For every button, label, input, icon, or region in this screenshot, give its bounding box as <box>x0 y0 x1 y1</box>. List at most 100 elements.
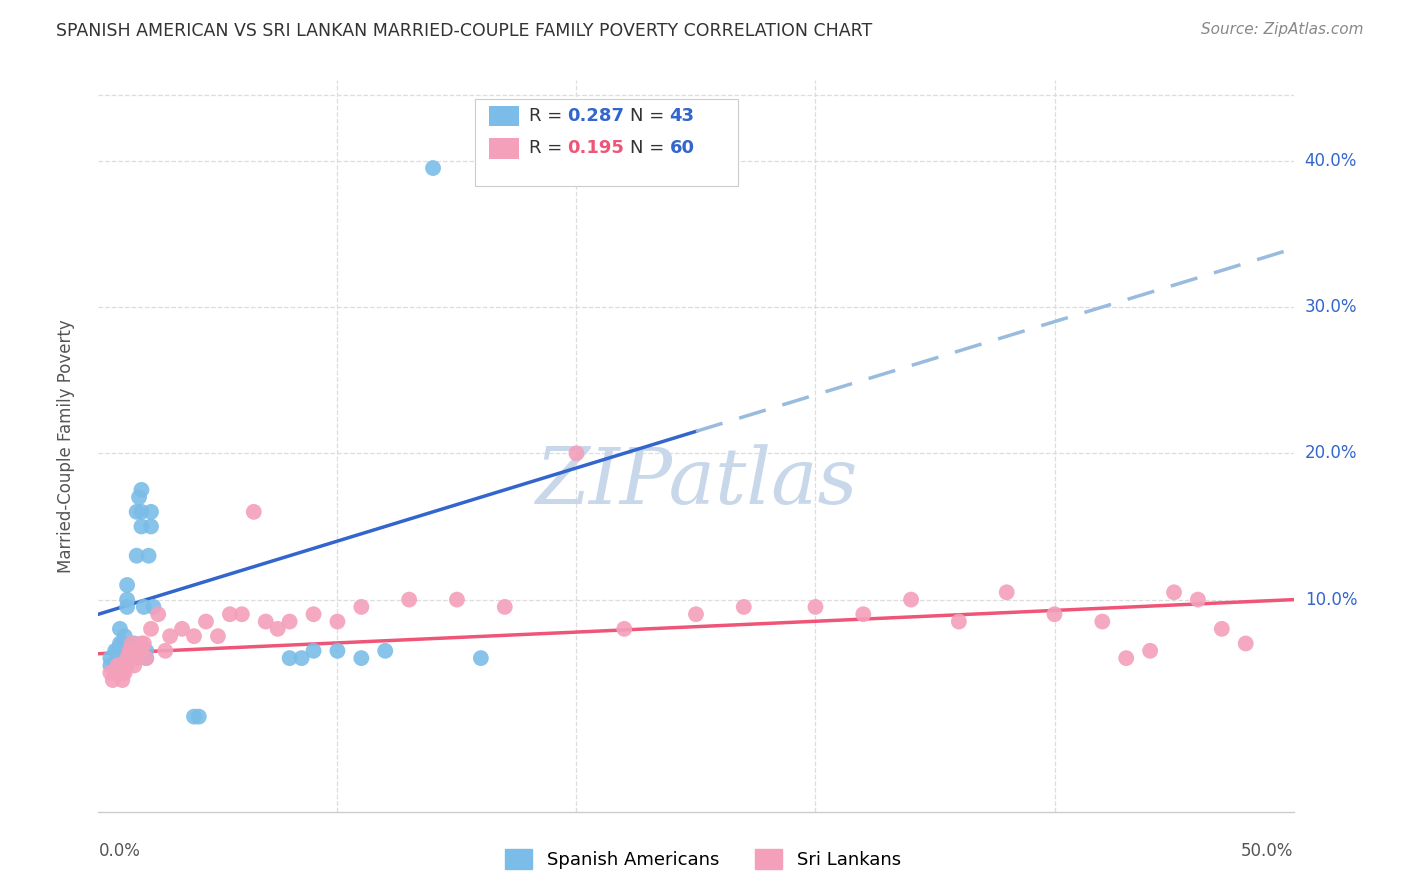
Point <box>948 615 970 629</box>
Point <box>131 644 153 658</box>
Point <box>374 644 396 658</box>
Point <box>422 161 444 175</box>
Point <box>124 644 146 658</box>
Text: Source: ZipAtlas.com: Source: ZipAtlas.com <box>1201 22 1364 37</box>
Point <box>142 599 165 614</box>
Point <box>155 644 177 658</box>
Text: N =: N = <box>630 139 671 157</box>
Point <box>121 636 143 650</box>
Point <box>125 651 148 665</box>
Point <box>231 607 253 622</box>
Point <box>350 651 373 665</box>
Point <box>804 599 827 614</box>
Text: R =: R = <box>529 107 568 125</box>
Text: 0.0%: 0.0% <box>98 842 141 860</box>
Point <box>1091 615 1114 629</box>
Point <box>302 644 325 658</box>
Bar <box>489 106 519 127</box>
Point <box>104 644 127 658</box>
Point <box>114 665 136 680</box>
Text: ZIPatlas: ZIPatlas <box>534 444 858 521</box>
Point <box>1139 644 1161 658</box>
Point <box>350 599 373 614</box>
Text: 10.0%: 10.0% <box>1305 591 1357 608</box>
Point <box>104 665 127 680</box>
Text: R =: R = <box>529 139 568 157</box>
Point <box>118 651 141 665</box>
Text: SPANISH AMERICAN VS SRI LANKAN MARRIED-COUPLE FAMILY POVERTY CORRELATION CHART: SPANISH AMERICAN VS SRI LANKAN MARRIED-C… <box>56 22 873 40</box>
Point <box>125 549 148 563</box>
Point <box>111 636 134 650</box>
Point <box>326 615 349 629</box>
Point <box>107 658 129 673</box>
Point <box>446 592 468 607</box>
Point <box>148 607 170 622</box>
Point <box>101 673 124 687</box>
Point <box>124 658 146 673</box>
Point <box>115 599 138 614</box>
Point <box>183 629 205 643</box>
Point <box>995 585 1018 599</box>
Point <box>172 622 194 636</box>
Point <box>114 658 136 673</box>
Point <box>159 629 181 643</box>
Point <box>139 505 162 519</box>
Point <box>108 622 131 636</box>
FancyBboxPatch shape <box>475 99 738 186</box>
Text: 50.0%: 50.0% <box>1241 842 1294 860</box>
Text: 20.0%: 20.0% <box>1305 444 1357 462</box>
Point <box>121 644 143 658</box>
Text: 0.195: 0.195 <box>567 139 624 157</box>
Point <box>1211 622 1233 636</box>
Point <box>107 651 129 665</box>
Point <box>243 505 266 519</box>
Point <box>131 636 153 650</box>
Point <box>139 622 162 636</box>
Point <box>108 636 131 650</box>
Text: 30.0%: 30.0% <box>1305 298 1357 316</box>
Point <box>128 644 150 658</box>
Point <box>565 446 588 460</box>
Point <box>121 644 143 658</box>
Point <box>900 592 922 607</box>
Point <box>131 505 153 519</box>
Point <box>195 615 218 629</box>
Point <box>278 615 301 629</box>
Point <box>254 615 277 629</box>
Point <box>1187 592 1209 607</box>
Point <box>98 651 122 665</box>
Point <box>98 665 122 680</box>
Point <box>115 578 138 592</box>
Text: 40.0%: 40.0% <box>1305 152 1357 169</box>
Point <box>131 483 153 497</box>
Point <box>219 607 242 622</box>
Text: 43: 43 <box>669 107 695 125</box>
Point <box>135 651 157 665</box>
Point <box>125 505 148 519</box>
Point <box>398 592 420 607</box>
Point <box>118 651 141 665</box>
Point <box>1115 651 1137 665</box>
Point <box>1043 607 1066 622</box>
Point <box>1163 585 1185 599</box>
Point <box>98 658 122 673</box>
Point <box>111 651 134 665</box>
Point <box>128 490 150 504</box>
Point <box>135 651 157 665</box>
Y-axis label: Married-Couple Family Poverty: Married-Couple Family Poverty <box>56 319 75 573</box>
Point <box>131 519 153 533</box>
Point <box>124 636 146 650</box>
Point <box>685 607 707 622</box>
Point <box>132 599 155 614</box>
Point <box>326 644 349 658</box>
Point <box>733 599 755 614</box>
Text: N =: N = <box>630 107 671 125</box>
Point <box>852 607 875 622</box>
Text: 60: 60 <box>669 139 695 157</box>
Point <box>267 622 290 636</box>
Point <box>494 599 516 614</box>
Point <box>111 665 134 680</box>
Text: 0.287: 0.287 <box>567 107 624 125</box>
Bar <box>489 138 519 159</box>
Point <box>115 658 138 673</box>
